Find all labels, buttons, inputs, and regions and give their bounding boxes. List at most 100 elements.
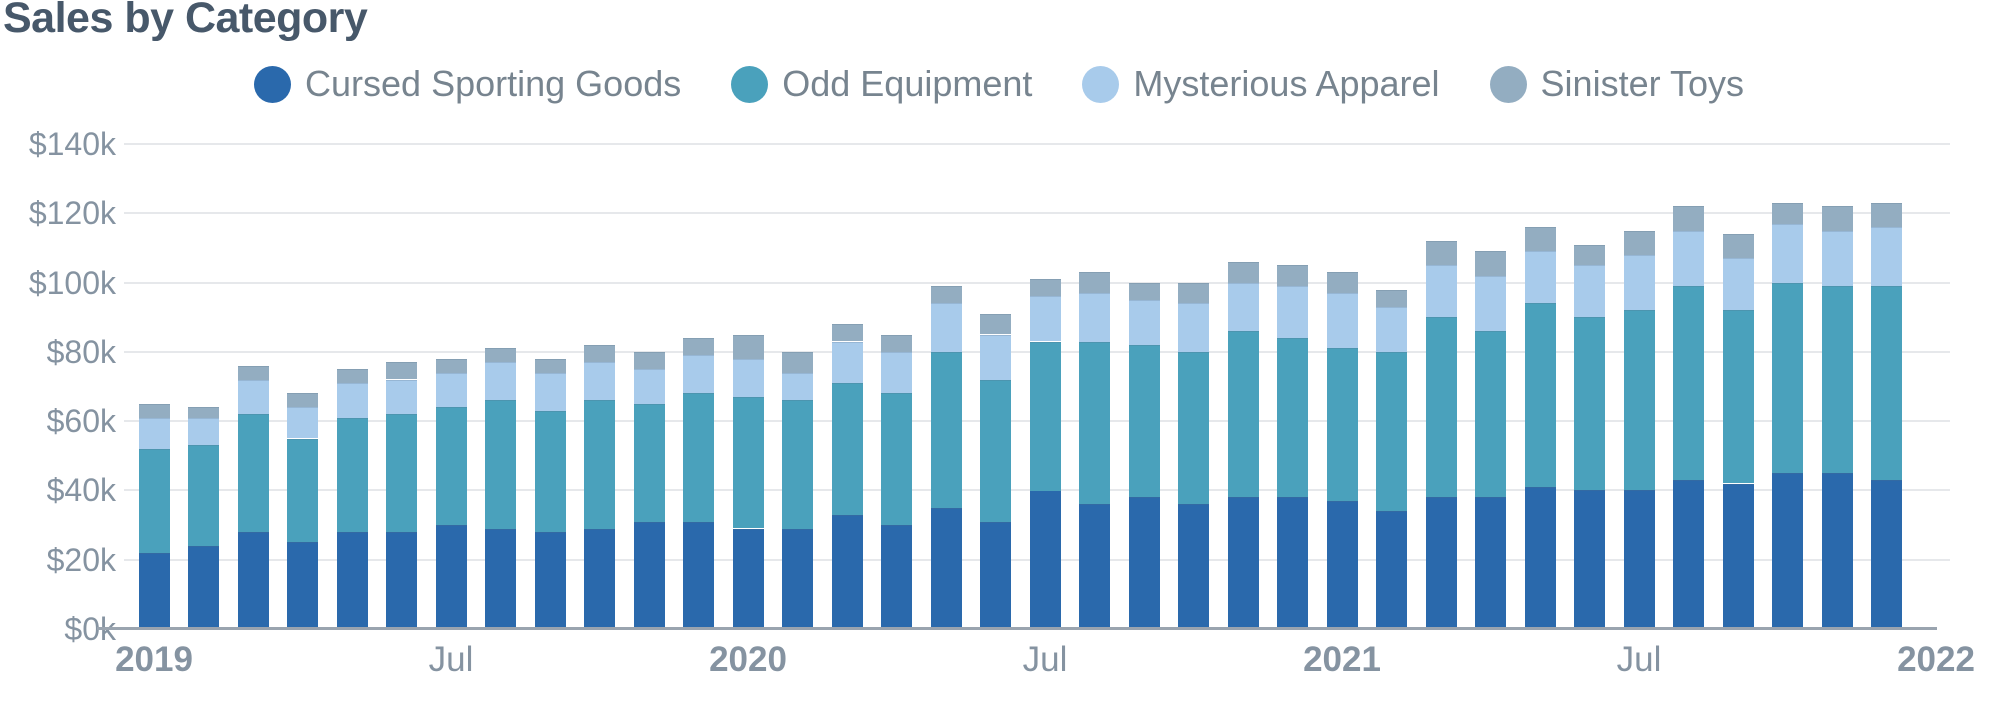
- bar-segment-mysterious-apparel[interactable]: [1178, 303, 1209, 352]
- bar-segment-sinister-toys[interactable]: [1030, 279, 1061, 297]
- bar-segment-sinister-toys[interactable]: [1673, 206, 1704, 231]
- bar-segment-odd-equipment[interactable]: [1079, 341, 1110, 505]
- bar-segment-sinister-toys[interactable]: [1475, 251, 1506, 276]
- bar-segment-odd-equipment[interactable]: [1277, 338, 1308, 498]
- bar-segment-cursed-sporting-goods[interactable]: [1277, 497, 1308, 629]
- bar-segment-mysterious-apparel[interactable]: [238, 379, 269, 415]
- bar-segment-sinister-toys[interactable]: [733, 334, 764, 359]
- bar-segment-sinister-toys[interactable]: [634, 351, 665, 370]
- bar-segment-mysterious-apparel[interactable]: [1723, 258, 1754, 311]
- legend-item-mysterious-apparel[interactable]: Mysterious Apparel: [1082, 63, 1440, 105]
- bar-segment-odd-equipment[interactable]: [683, 393, 714, 522]
- bar-segment-sinister-toys[interactable]: [337, 369, 368, 384]
- bar-segment-odd-equipment[interactable]: [535, 410, 566, 532]
- bar-segment-cursed-sporting-goods[interactable]: [287, 542, 318, 629]
- bar-segment-odd-equipment[interactable]: [634, 403, 665, 522]
- bar-segment-sinister-toys[interactable]: [139, 403, 170, 418]
- bar-segment-mysterious-apparel[interactable]: [832, 341, 863, 384]
- bar-segment-cursed-sporting-goods[interactable]: [436, 525, 467, 629]
- bar-segment-sinister-toys[interactable]: [1426, 241, 1457, 266]
- bar-segment-cursed-sporting-goods[interactable]: [1426, 497, 1457, 629]
- bar-segment-mysterious-apparel[interactable]: [1624, 254, 1655, 311]
- legend-item-sinister-toys[interactable]: Sinister Toys: [1489, 63, 1744, 105]
- bar-segment-sinister-toys[interactable]: [1178, 282, 1209, 304]
- bar-segment-odd-equipment[interactable]: [139, 448, 170, 553]
- bar-segment-mysterious-apparel[interactable]: [634, 369, 665, 404]
- bar-segment-odd-equipment[interactable]: [1327, 348, 1358, 501]
- bar-segment-odd-equipment[interactable]: [1772, 282, 1803, 474]
- bar-segment-sinister-toys[interactable]: [980, 313, 1011, 335]
- bar-segment-sinister-toys[interactable]: [832, 324, 863, 342]
- bar-segment-sinister-toys[interactable]: [485, 348, 516, 363]
- bar-segment-mysterious-apparel[interactable]: [683, 355, 714, 394]
- bar-segment-odd-equipment[interactable]: [733, 396, 764, 529]
- bar-segment-sinister-toys[interactable]: [931, 286, 962, 304]
- bar-segment-cursed-sporting-goods[interactable]: [1079, 504, 1110, 629]
- bar-segment-mysterious-apparel[interactable]: [931, 303, 962, 352]
- bar-segment-cursed-sporting-goods[interactable]: [238, 532, 269, 629]
- bar-segment-mysterious-apparel[interactable]: [139, 417, 170, 449]
- bar-segment-mysterious-apparel[interactable]: [535, 372, 566, 411]
- bar-segment-sinister-toys[interactable]: [1723, 234, 1754, 259]
- bar-segment-cursed-sporting-goods[interactable]: [1376, 511, 1407, 629]
- bar-segment-odd-equipment[interactable]: [1822, 286, 1853, 474]
- bar-segment-mysterious-apparel[interactable]: [1327, 293, 1358, 349]
- bar-segment-mysterious-apparel[interactable]: [1475, 275, 1506, 331]
- bar-segment-cursed-sporting-goods[interactable]: [931, 507, 962, 629]
- bar-segment-cursed-sporting-goods[interactable]: [1475, 497, 1506, 629]
- bar-segment-cursed-sporting-goods[interactable]: [634, 521, 665, 629]
- bar-segment-mysterious-apparel[interactable]: [1228, 282, 1259, 332]
- bar-segment-cursed-sporting-goods[interactable]: [881, 525, 912, 629]
- bar-segment-mysterious-apparel[interactable]: [1376, 306, 1407, 352]
- bar-segment-mysterious-apparel[interactable]: [386, 379, 417, 415]
- bar-segment-cursed-sporting-goods[interactable]: [485, 528, 516, 629]
- bar-segment-mysterious-apparel[interactable]: [337, 383, 368, 418]
- bar-segment-odd-equipment[interactable]: [1228, 331, 1259, 498]
- bar-segment-mysterious-apparel[interactable]: [1277, 286, 1308, 338]
- bar-segment-cursed-sporting-goods[interactable]: [337, 532, 368, 629]
- bar-segment-mysterious-apparel[interactable]: [1871, 227, 1902, 286]
- bar-segment-odd-equipment[interactable]: [188, 445, 219, 546]
- bar-segment-odd-equipment[interactable]: [238, 414, 269, 532]
- bar-segment-sinister-toys[interactable]: [1327, 272, 1358, 293]
- bar-segment-odd-equipment[interactable]: [1475, 331, 1506, 498]
- bar-segment-cursed-sporting-goods[interactable]: [139, 552, 170, 629]
- bar-segment-cursed-sporting-goods[interactable]: [733, 528, 764, 629]
- bar-segment-cursed-sporting-goods[interactable]: [1228, 497, 1259, 629]
- bar-segment-sinister-toys[interactable]: [1376, 289, 1407, 307]
- bar-segment-cursed-sporting-goods[interactable]: [1525, 487, 1556, 629]
- bar-segment-sinister-toys[interactable]: [386, 362, 417, 380]
- bar-segment-sinister-toys[interactable]: [1228, 261, 1259, 283]
- bar-segment-mysterious-apparel[interactable]: [1574, 265, 1605, 318]
- bar-segment-sinister-toys[interactable]: [584, 344, 615, 363]
- bar-segment-odd-equipment[interactable]: [1030, 341, 1061, 491]
- bar-segment-odd-equipment[interactable]: [337, 417, 368, 532]
- bar-segment-sinister-toys[interactable]: [1079, 272, 1110, 293]
- bar-segment-cursed-sporting-goods[interactable]: [1327, 500, 1358, 629]
- bar-segment-cursed-sporting-goods[interactable]: [1178, 504, 1209, 629]
- bar-segment-cursed-sporting-goods[interactable]: [832, 514, 863, 629]
- bar-segment-cursed-sporting-goods[interactable]: [683, 521, 714, 629]
- bar-segment-mysterious-apparel[interactable]: [1822, 230, 1853, 286]
- bar-segment-mysterious-apparel[interactable]: [436, 372, 467, 408]
- bar-segment-odd-equipment[interactable]: [1673, 286, 1704, 480]
- bar-segment-mysterious-apparel[interactable]: [980, 334, 1011, 380]
- bar-segment-odd-equipment[interactable]: [1426, 317, 1457, 498]
- bar-segment-odd-equipment[interactable]: [1871, 286, 1902, 480]
- bar-segment-sinister-toys[interactable]: [238, 365, 269, 380]
- bar-segment-odd-equipment[interactable]: [980, 379, 1011, 522]
- bar-segment-sinister-toys[interactable]: [1871, 202, 1902, 228]
- bar-segment-odd-equipment[interactable]: [1376, 351, 1407, 512]
- bar-segment-sinister-toys[interactable]: [436, 358, 467, 373]
- bar-segment-mysterious-apparel[interactable]: [188, 417, 219, 446]
- bar-segment-sinister-toys[interactable]: [1574, 244, 1605, 266]
- bar-segment-odd-equipment[interactable]: [485, 400, 516, 529]
- bar-segment-mysterious-apparel[interactable]: [1772, 223, 1803, 283]
- legend-item-cursed-sporting-goods[interactable]: Cursed Sporting Goods: [254, 63, 681, 105]
- bar-segment-mysterious-apparel[interactable]: [1030, 296, 1061, 342]
- bar-segment-sinister-toys[interactable]: [683, 338, 714, 356]
- bar-segment-odd-equipment[interactable]: [881, 393, 912, 525]
- bar-segment-mysterious-apparel[interactable]: [733, 358, 764, 397]
- bar-segment-odd-equipment[interactable]: [1525, 303, 1556, 487]
- bar-segment-odd-equipment[interactable]: [1624, 310, 1655, 491]
